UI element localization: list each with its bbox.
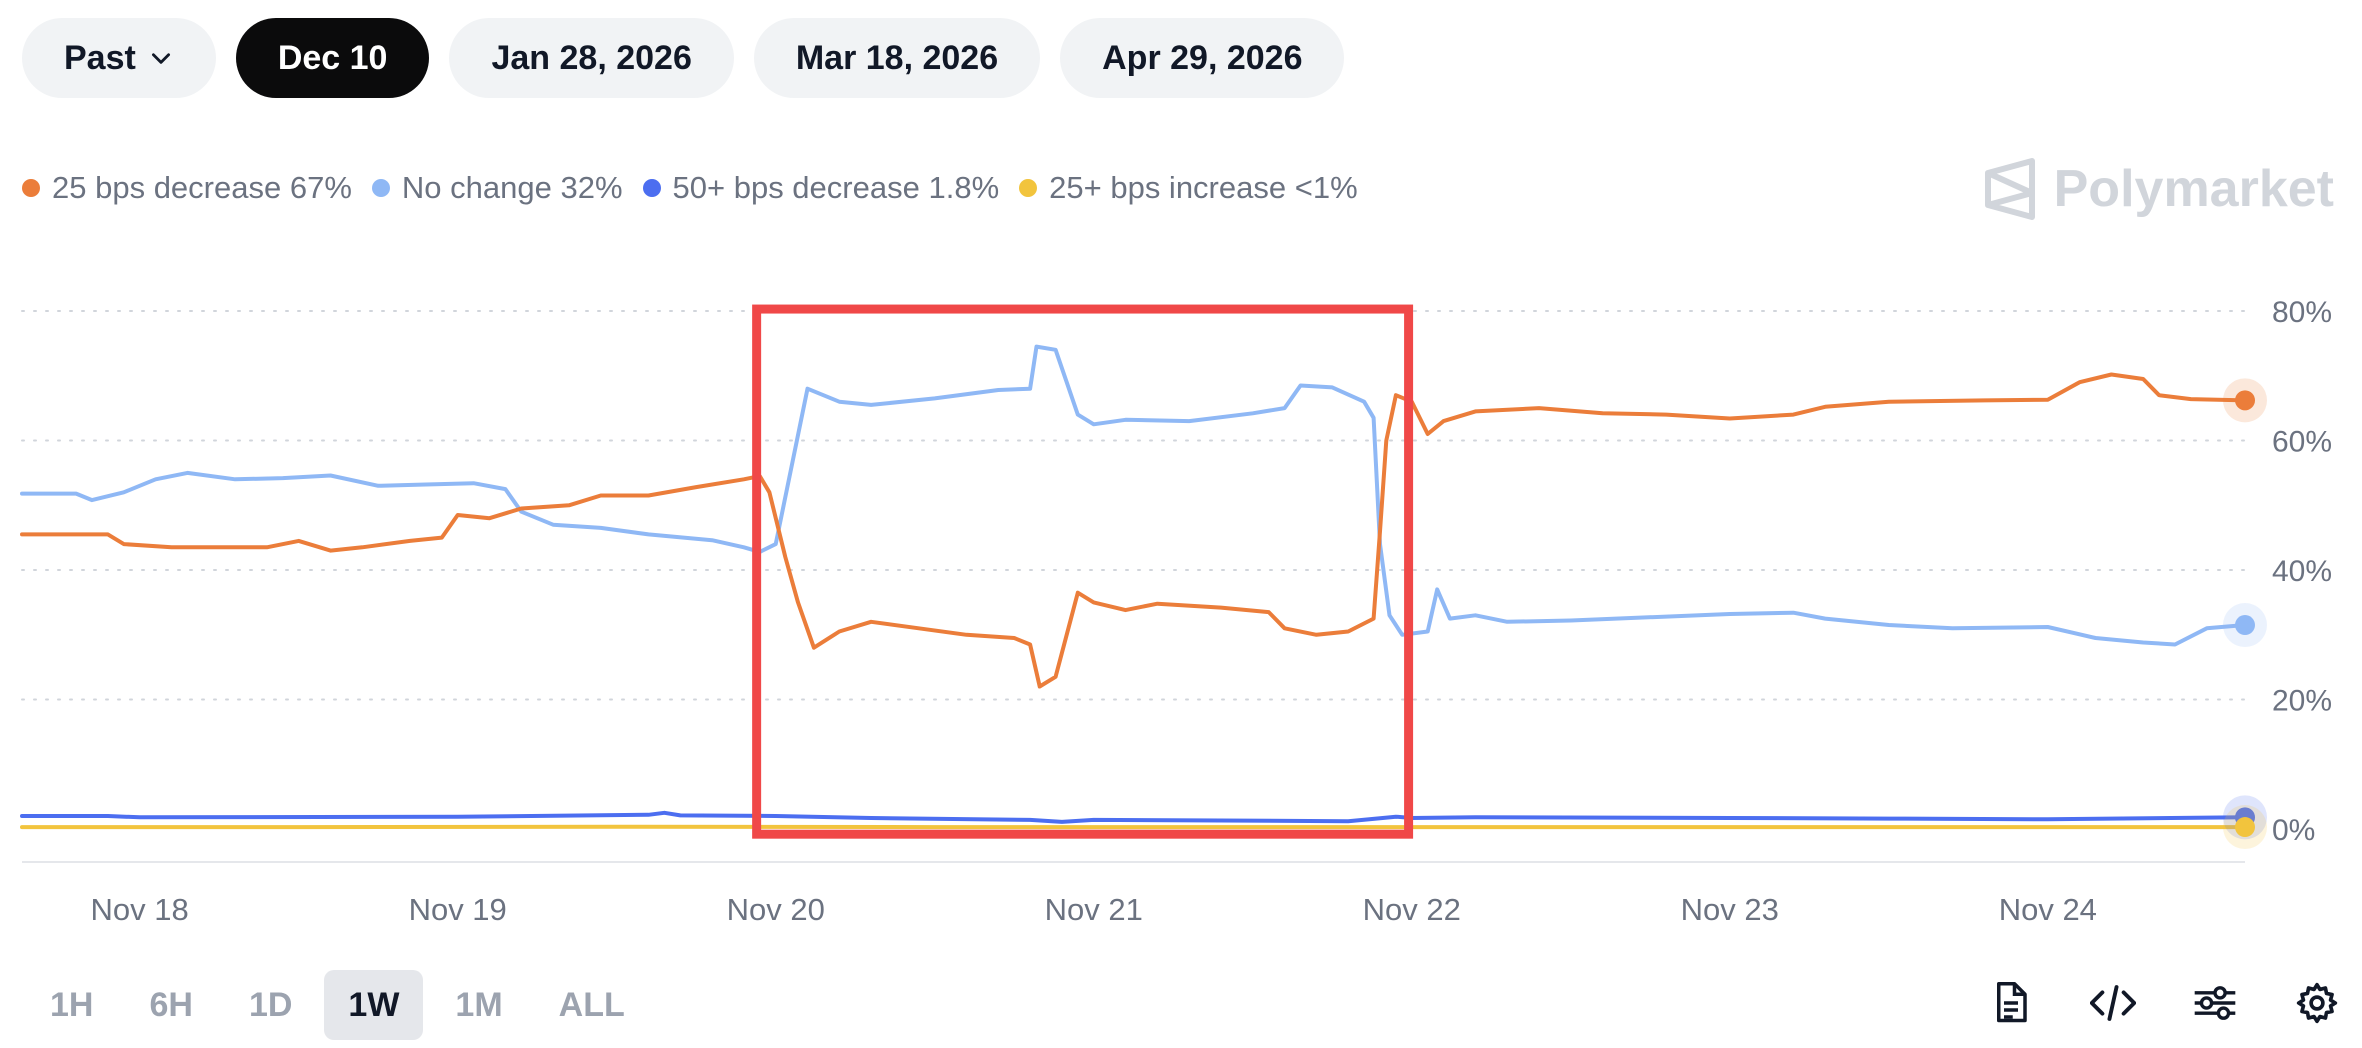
polymarket-logo: Polymarket	[1982, 157, 2334, 221]
series-lines	[20, 344, 2247, 830]
chart-legend: 25 bps decrease 67% No change 32% 50+ bp…	[22, 170, 1358, 206]
legend-item-no-change: No change 32%	[371, 170, 623, 206]
legend-value: 32%	[560, 170, 623, 205]
series-line-25-bps-decrease	[20, 372, 2247, 689]
date-tab-jan-28-2026[interactable]: Jan 28, 2026	[449, 18, 734, 98]
range-tab-1d[interactable]: 1D	[248, 985, 293, 1024]
legend-label: 25+ bps increase	[1049, 170, 1287, 205]
range-selector: 1H 6H 1D 1W 1M ALL	[26, 970, 649, 1040]
y-tick-label: 40%	[2272, 555, 2332, 588]
series-line-50-bps-decrease	[20, 810, 2247, 824]
legend-item-50bps-decrease: 50+ bps decrease 1.8%	[642, 170, 1000, 206]
x-tick-label: Nov 19	[409, 892, 507, 927]
endpoint-dot-25-bps-increase	[2235, 817, 2255, 838]
legend-dot	[371, 179, 390, 197]
series-line-no-change	[20, 344, 2247, 647]
settings-gear-icon[interactable]	[2292, 978, 2342, 1028]
x-tick-label: Nov 21	[1045, 892, 1143, 927]
polymarket-logo-icon	[1984, 158, 2035, 220]
date-tab-mar-18-2026[interactable]: Mar 18, 2026	[753, 18, 1041, 98]
legend-item-25bps-decrease: 25 bps decrease 67%	[22, 170, 352, 206]
x-tick-label: Nov 22	[1363, 892, 1461, 927]
y-axis: 80% 60% 40% 20% 0%	[2272, 296, 2332, 847]
y-tick-label: 60%	[2272, 426, 2332, 459]
x-tick-label: Nov 23	[1681, 892, 1779, 927]
past-dropdown-button[interactable]: Past	[22, 18, 216, 98]
date-selector: Past Dec 10 Jan 28, 2026 Mar 18, 2026 Ap…	[22, 18, 1345, 98]
legend-label: 50+ bps decrease	[672, 170, 920, 205]
date-tab-apr-29-2026[interactable]: Apr 29, 2026	[1060, 18, 1345, 98]
y-tick-label: 20%	[2272, 685, 2332, 718]
date-tab-dec-10[interactable]: Dec 10	[235, 18, 430, 98]
embed-code-icon[interactable]	[2088, 978, 2138, 1028]
endpoint-dot-25-bps-decrease	[2235, 390, 2255, 411]
filter-sliders-icon[interactable]	[2190, 978, 2240, 1028]
range-tab-all[interactable]: ALL	[558, 985, 625, 1024]
grid-lines	[21, 310, 2246, 863]
range-tab-6h[interactable]: 6H	[149, 985, 193, 1024]
legend-value: 1.8%	[928, 170, 1000, 205]
brand-name: Polymarket	[2053, 160, 2334, 218]
chevron-down-icon	[148, 45, 174, 71]
x-axis: Nov 18 Nov 19 Nov 20 Nov 21 Nov 22 Nov 23 Nov …	[91, 892, 2097, 927]
x-tick-label: Nov 24	[1999, 892, 2097, 927]
legend-value: 67%	[289, 170, 352, 205]
endpoint-dot-no-change	[2235, 615, 2255, 636]
highlight-rectangle	[752, 304, 1414, 839]
legend-dot	[642, 179, 661, 197]
line-chart: 80%60%40%20%0% Nov 18 Nov 19 Nov 20 Nov 21 N…	[20, 296, 2332, 927]
document-icon[interactable]	[1986, 978, 2036, 1028]
legend-dot	[22, 179, 40, 197]
range-tab-1m[interactable]: 1M	[455, 985, 503, 1024]
chart-toolbar	[1986, 978, 2342, 1028]
range-tab-1h[interactable]: 1H	[50, 985, 94, 1024]
y-tick-label: 80%	[2272, 296, 2332, 329]
x-tick-label: Nov 20	[727, 892, 825, 927]
legend-label: 25 bps decrease	[52, 170, 282, 205]
highlight-box	[752, 304, 1414, 839]
legend-label: No change	[401, 170, 552, 205]
y-tick-label: 0%	[2272, 814, 2315, 847]
legend-item-25bps-increase: 25+ bps increase <1%	[1019, 170, 1358, 206]
range-tab-1w[interactable]: 1W	[324, 970, 424, 1040]
past-label: Past	[64, 38, 136, 77]
series-endpoints	[2223, 378, 2267, 850]
x-tick-label: Nov 18	[91, 892, 189, 927]
legend-value: <1%	[1294, 170, 1358, 205]
legend-dot	[1019, 179, 1038, 197]
